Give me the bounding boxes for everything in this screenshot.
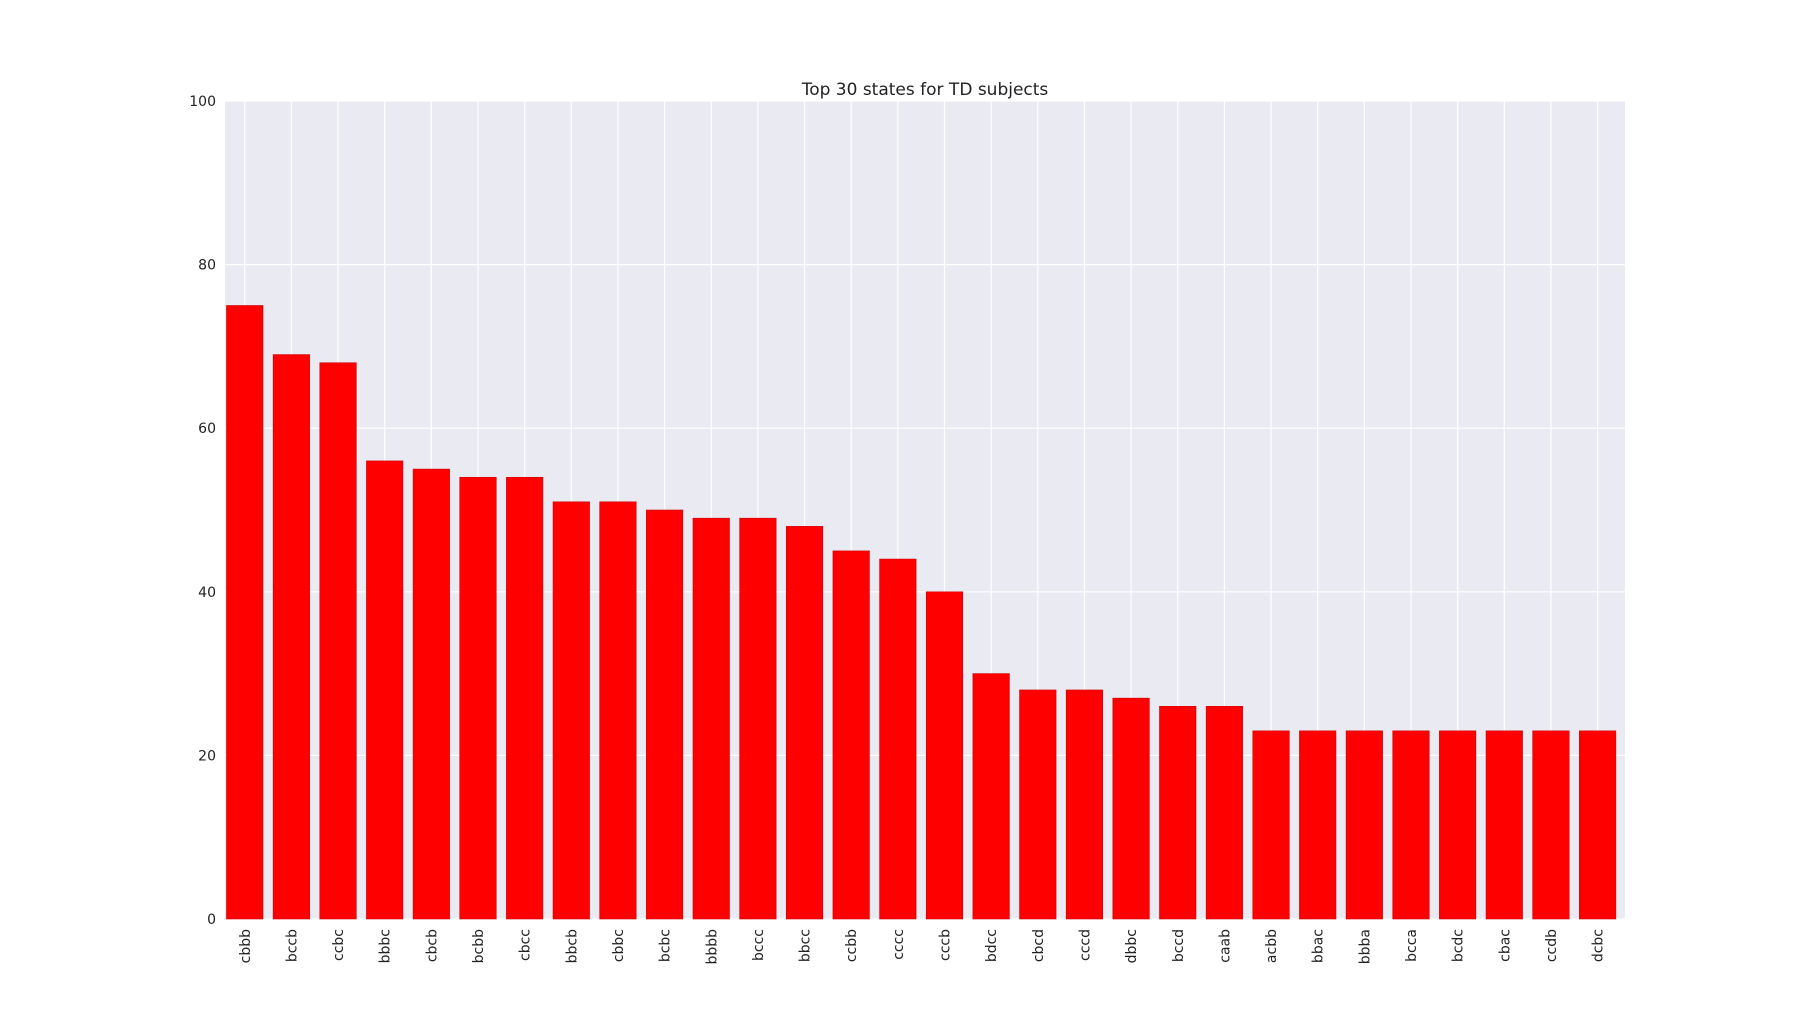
- bar-bcdc: [1439, 730, 1477, 920]
- x-tick-label: acbb: [1264, 929, 1280, 963]
- bar-cbcb: [412, 468, 450, 920]
- plot-area: [225, 101, 1625, 919]
- x-tick-label: ccbc: [331, 929, 347, 961]
- y-tick-label: 0: [207, 912, 216, 928]
- bar-cccc: [879, 558, 917, 920]
- x-tick-label: bdcc: [984, 929, 1000, 962]
- bar-dbbc: [1112, 697, 1150, 920]
- bar-bbcb: [552, 501, 590, 920]
- x-tick-label: bcbb: [471, 929, 487, 963]
- x-tick-label: bbbb: [704, 929, 720, 965]
- y-tick-label: 60: [198, 421, 216, 437]
- bar-cccd: [1065, 689, 1103, 920]
- bar-bcca: [1392, 730, 1430, 920]
- bar-bccb: [272, 354, 310, 920]
- bar-bcbb: [459, 476, 497, 920]
- x-tick-label: cbac: [1497, 929, 1513, 962]
- x-tick-label: cccb: [938, 929, 954, 961]
- bar-bbcc: [785, 526, 824, 920]
- x-tick-label: bbcb: [564, 929, 580, 963]
- bar-caab: [1205, 706, 1243, 920]
- bar-cbac: [1485, 730, 1523, 920]
- x-tick-label: ccbb: [844, 929, 860, 962]
- bar-cccb: [925, 591, 964, 920]
- bar-bbac: [1299, 730, 1337, 920]
- x-tick-label: dcbc: [1591, 929, 1607, 962]
- bar-bdcc: [972, 673, 1010, 920]
- bar-cbcc: [506, 476, 544, 920]
- bar-cbbc: [599, 501, 637, 920]
- bar-bccc: [739, 517, 777, 920]
- x-tick-label: cbcb: [424, 929, 440, 962]
- x-tick-label: cbcd: [1031, 929, 1047, 962]
- bar-bbbc: [366, 460, 404, 920]
- x-tick-label: bbac: [1311, 929, 1327, 963]
- x-axis-tick-labels: cbbb bccb ccbc bbbc cbcb bcbb cbcc bbcb cbbc bcbc…: [238, 929, 1607, 965]
- x-tick-label: bccb: [284, 929, 300, 962]
- bar-bbbb: [692, 517, 730, 920]
- x-tick-label: bccd: [1171, 929, 1187, 962]
- x-tick-label: bbba: [1357, 929, 1373, 964]
- bar-cbcd: [1019, 689, 1057, 920]
- y-tick-label: 100: [189, 94, 216, 110]
- x-tick-label: bcdc: [1451, 929, 1467, 962]
- bar-bccd: [1159, 706, 1197, 920]
- bar-ccbb: [832, 550, 870, 920]
- x-tick-label: dbbc: [1124, 929, 1140, 963]
- x-tick-label: bccc: [751, 929, 767, 961]
- y-tick-label: 80: [198, 258, 216, 274]
- x-tick-label: cbbb: [238, 929, 254, 963]
- x-tick-label: cccc: [891, 929, 907, 960]
- y-tick-label: 40: [198, 585, 216, 601]
- y-tick-label: 20: [198, 748, 216, 764]
- bar-ccdb: [1532, 730, 1570, 920]
- y-axis-tick-labels: 0 20 40 60 80 100: [189, 94, 216, 928]
- x-tick-label: caab: [1217, 929, 1233, 963]
- x-tick-label: cbbc: [611, 929, 627, 962]
- x-tick-label: bbcc: [798, 929, 814, 962]
- x-tick-label: cbcc: [518, 929, 534, 961]
- bar-cbbb: [226, 305, 264, 920]
- x-tick-label: bbbc: [378, 929, 394, 963]
- chart-title: Top 30 states for TD subjects: [801, 80, 1049, 100]
- bar-dcbc: [1579, 730, 1617, 920]
- x-tick-label: bcca: [1404, 929, 1420, 962]
- x-tick-label: cccd: [1077, 929, 1093, 961]
- x-tick-label: ccdb: [1544, 929, 1560, 962]
- bar-ccbc: [319, 362, 357, 920]
- bars: [226, 305, 1617, 920]
- x-tick-label: bcbc: [658, 929, 674, 962]
- bar-bbba: [1345, 730, 1383, 920]
- bar-bcbc: [646, 509, 684, 920]
- bar-acbb: [1252, 730, 1290, 920]
